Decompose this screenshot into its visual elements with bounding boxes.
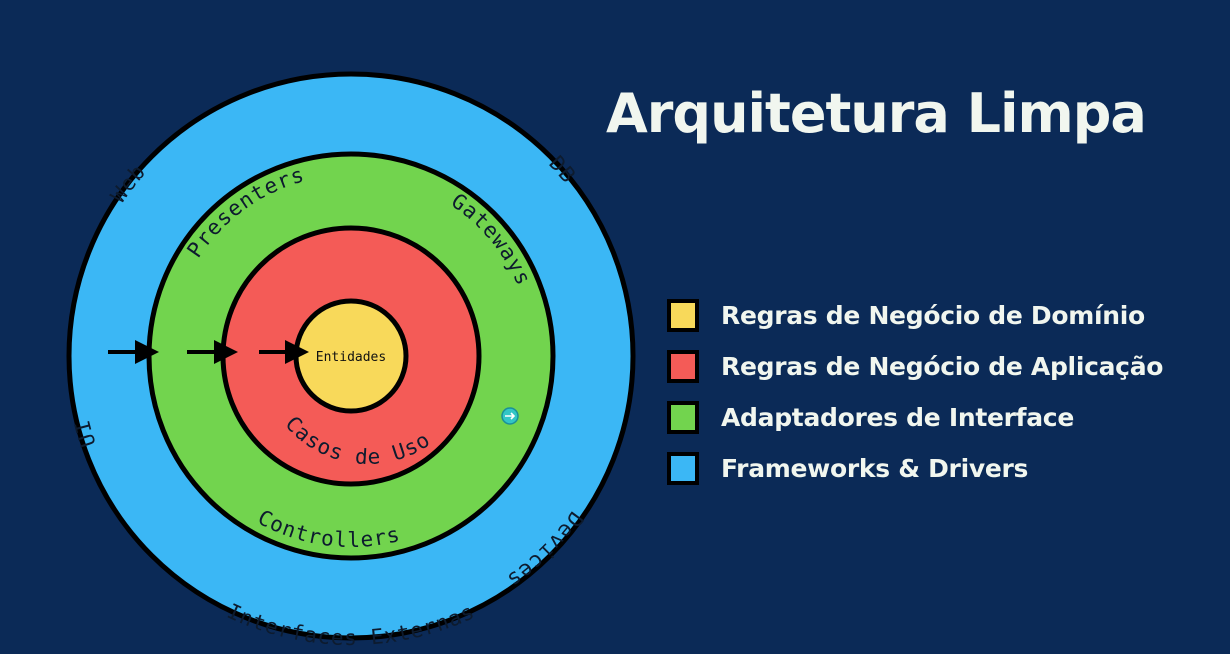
legend-label-adapters: Adaptadores de Interface: [721, 403, 1074, 432]
legend-label-domain: Regras de Negócio de Domínio: [721, 301, 1145, 330]
legend-label-application: Regras de Negócio de Aplicação: [721, 352, 1164, 381]
legend-swatch-frameworks: [667, 452, 699, 485]
legend-swatch-domain: [667, 299, 699, 332]
legend-label-frameworks: Frameworks & Drivers: [721, 454, 1029, 483]
legend-item-domain: Regras de Negócio de Domínio: [667, 296, 1163, 335]
legend-swatch-adapters: [667, 401, 699, 434]
legend-swatch-application: [667, 350, 699, 383]
legend: Regras de Negócio de Domínio Regras de N…: [667, 296, 1163, 500]
legend-item-application: Regras de Negócio de Aplicação: [667, 347, 1163, 386]
legend-item-adapters: Adaptadores de Interface: [667, 398, 1163, 437]
legend-item-frameworks: Frameworks & Drivers: [667, 449, 1163, 488]
clean-architecture-diagram: Web DB UI Devices Interfaces Externas Pr…: [66, 71, 636, 650]
cursor-arrow-icon: [501, 407, 519, 425]
entities-label: Entidades: [316, 350, 386, 365]
slide-title: Arquitetura Limpa: [606, 82, 1147, 145]
